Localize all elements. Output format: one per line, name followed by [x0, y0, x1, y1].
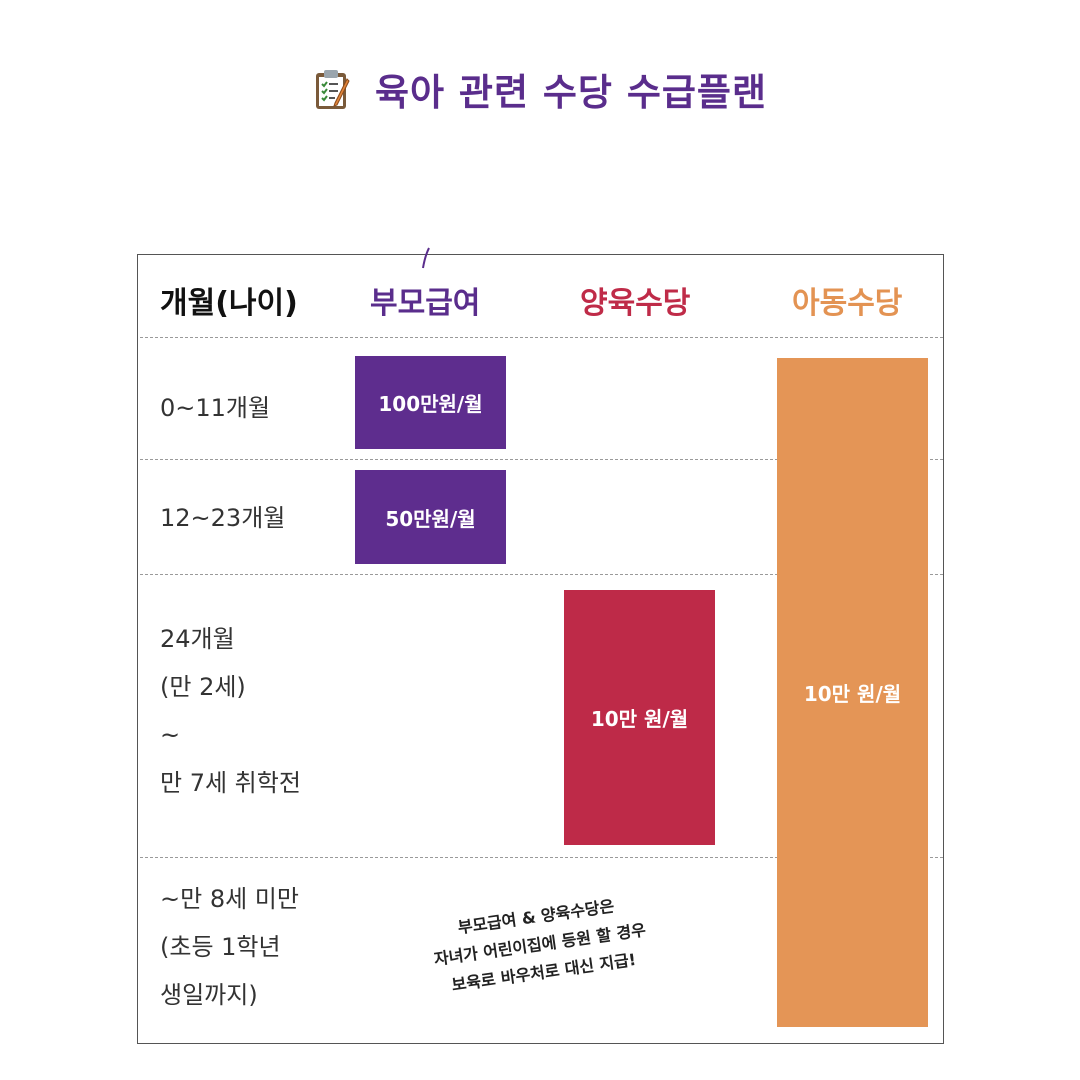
bar-label: 10만 원/월 — [803, 682, 902, 706]
header-child-allowance: 아동수당 — [792, 286, 903, 321]
row-label-24m-school: 24개월 (만 2세) ~ 만 7세 취학전 — [160, 625, 301, 797]
row-divider — [140, 459, 943, 460]
row-divider — [140, 857, 943, 858]
bar-label: 10만 원/월 — [590, 707, 689, 731]
header-parent-allowance: 부모급여 — [370, 286, 481, 321]
row-divider — [140, 574, 943, 575]
header-age: 개월(나이) — [160, 286, 298, 321]
home-care-allowance-bar: 10만 원/월 — [564, 590, 715, 845]
title-row: 육아 관련 수당 수급플랜 — [0, 62, 1080, 116]
allowance-table — [137, 254, 944, 1044]
row-label-under-8: ~만 8세 미만 (초등 1학년 생일까지) — [160, 885, 299, 1009]
row-label-12-23: 12~23개월 — [160, 504, 286, 532]
child-allowance-bar: 10만 원/월 — [777, 358, 928, 1027]
pen-mark-decoration — [422, 247, 430, 269]
parent-allowance-bar-0-11: 100만원/월 — [355, 356, 506, 449]
clipboard-checklist-icon — [315, 70, 350, 109]
header-home-care-allowance: 양육수당 — [580, 286, 691, 321]
row-divider — [140, 337, 943, 338]
parent-allowance-bar-12-23: 50만원/월 — [355, 470, 506, 564]
page-title: 육아 관련 수당 수급플랜 — [374, 71, 768, 114]
bar-label: 100만원/월 — [378, 392, 483, 416]
bar-label: 50만원/월 — [385, 506, 476, 531]
row-label-0-11: 0~11개월 — [160, 394, 271, 422]
